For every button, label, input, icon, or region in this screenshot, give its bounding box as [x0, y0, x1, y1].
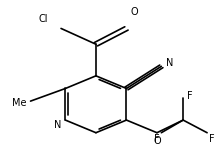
Text: O: O — [131, 7, 138, 17]
Text: Cl: Cl — [38, 14, 48, 24]
Text: O: O — [153, 136, 161, 146]
Text: F: F — [187, 91, 193, 101]
Text: F: F — [153, 134, 159, 144]
Text: F: F — [209, 134, 215, 144]
Text: Me: Me — [12, 98, 26, 108]
Text: N: N — [166, 58, 173, 68]
Text: N: N — [54, 120, 61, 130]
